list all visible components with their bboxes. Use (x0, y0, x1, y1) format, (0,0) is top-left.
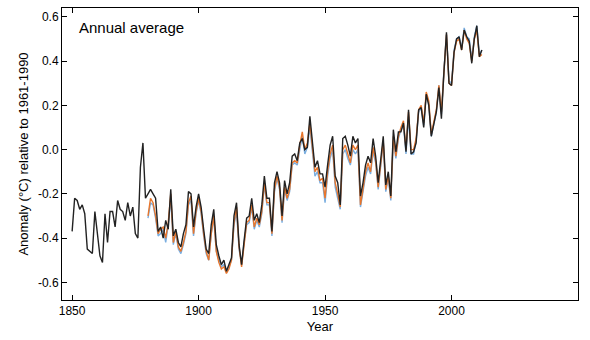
svg-text:1950: 1950 (312, 304, 339, 318)
svg-text:0.2: 0.2 (42, 99, 59, 113)
svg-text:2000: 2000 (438, 304, 465, 318)
svg-text:-0.2: -0.2 (38, 187, 59, 201)
svg-text:Year: Year (307, 319, 334, 334)
svg-text:0.0: 0.0 (42, 143, 59, 157)
svg-text:Anomaly (°C) relative to 1961-: Anomaly (°C) relative to 1961-1990 (16, 52, 31, 255)
svg-text:0.4: 0.4 (42, 54, 59, 68)
svg-text:-0.6: -0.6 (38, 276, 59, 290)
svg-text:0.6: 0.6 (42, 10, 59, 24)
svg-text:-0.4: -0.4 (38, 231, 59, 245)
svg-text:1900: 1900 (185, 304, 212, 318)
svg-text:1850: 1850 (59, 304, 86, 318)
svg-text:Annual average: Annual average (79, 19, 184, 36)
